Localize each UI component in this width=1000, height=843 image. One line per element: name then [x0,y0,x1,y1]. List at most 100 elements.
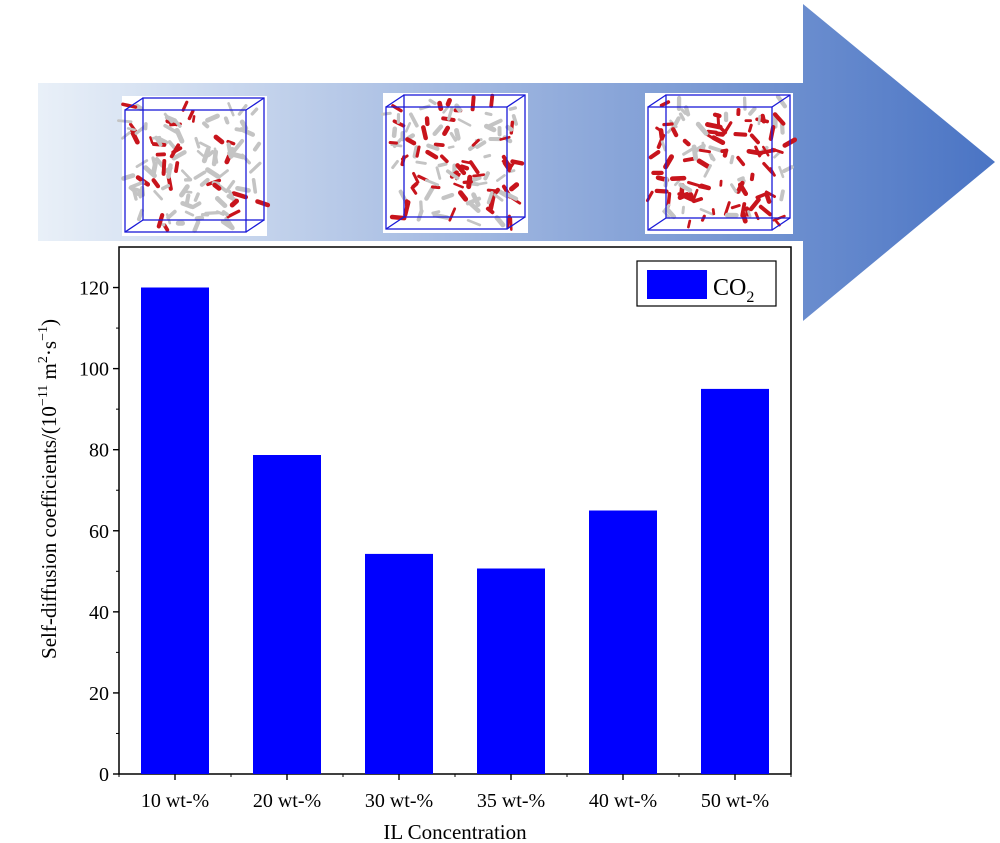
y-tick-label: 120 [79,278,109,300]
solvent-molecule-gray [681,205,685,215]
x-tick-label: 40 wt-% [589,790,657,812]
solvent-molecule-red [489,93,495,108]
solvent-molecule-red [453,182,464,189]
solvent-molecule-gray [496,174,506,182]
solvent-molecule-red [716,113,721,127]
y-tick-label: 0 [99,764,109,786]
y-tick-label: 20 [89,683,109,705]
y-tick-label: 100 [79,359,109,381]
solvent-molecule-red [699,183,711,191]
solvent-molecule-red [213,134,225,145]
solvent-molecule-gray [773,151,781,159]
solvent-molecule-red [747,123,753,133]
box-back-edge [403,94,526,218]
solvent-molecule-red [669,175,687,182]
solvent-molecule-gray [431,210,441,215]
solvent-molecule-red [770,147,784,154]
solvent-molecule-gray [239,127,256,137]
box-depth-edge [506,216,526,230]
solvent-molecule-gray [193,170,207,180]
solvent-molecule-gray [729,154,735,165]
x-tick-label: 10 wt-% [141,790,209,812]
solvent-molecule-red [231,191,249,200]
solvent-molecule-gray [214,196,228,209]
plot-frame [118,246,792,775]
solvent-molecule-red [129,129,140,145]
solvent-molecule-red [720,148,729,154]
solvent-molecule-gray [126,127,136,132]
solvent-molecule-gray [154,157,165,168]
solvent-molecule-gray [206,149,215,158]
solvent-molecule-red [229,198,240,208]
box-depth-edge [385,216,405,230]
solvent-molecule-gray [408,112,419,128]
solvent-molecule-red [412,172,420,184]
solvent-molecule-gray [196,150,205,157]
solvent-molecule-gray [164,115,178,123]
solvent-molecule-gray [699,208,714,216]
solvent-molecule-gray [166,163,173,179]
solvent-molecule-gray [494,215,506,228]
solvent-molecule-gray [404,122,412,133]
solvent-molecule-red [151,178,161,189]
y-axis-title: Self-diffusion coefficients/(10−11 m2·s−… [36,319,61,659]
solvent-molecule-red [488,194,496,211]
solvent-molecule-gray [445,169,460,180]
solvent-molecule-red [415,145,421,158]
box-front-edge [124,109,247,233]
solvent-molecule-red [506,214,511,229]
solvent-molecule-gray [171,150,187,161]
solvent-molecule-red [662,122,674,127]
solvent-molecule-red [772,112,786,126]
solvent-molecule-gray [476,181,488,186]
solvent-molecule-gray [454,128,461,141]
y-tick-label: 40 [89,602,109,624]
solvent-molecule-gray [730,183,738,194]
solvent-molecule-red [711,208,716,216]
solvent-molecule-gray [194,136,201,149]
solvent-molecule-red [762,145,770,157]
solvent-molecule-gray [708,145,724,153]
solvent-molecule-gray [493,193,504,202]
solvent-molecule-red [737,182,749,197]
solvent-molecule-red [748,197,761,212]
solvent-molecule-red [471,138,480,147]
legend: CO2 [636,260,777,307]
bar-3 [365,553,433,774]
solvent-molecule-red [706,129,718,135]
solvent-molecule-gray [503,191,519,201]
bar-2 [253,455,321,774]
x-axis-title: IL Concentration [383,820,527,843]
solvent-molecule-red [764,191,772,204]
simulation-box-icon [645,93,798,234]
solvent-molecule-red [682,138,691,147]
solvent-molecule-gray [483,171,490,181]
solvent-molecule-red [156,213,165,229]
solvent-molecule-gray [441,192,455,201]
solvent-molecule-red [162,223,170,232]
solvent-molecule-gray [511,114,518,126]
x-tick-label: 35 wt-% [477,790,545,812]
solvent-molecule-red [405,137,417,146]
solvent-molecule-red [421,125,428,141]
solvent-molecule-gray [226,194,237,202]
solvent-molecule-gray [391,160,399,170]
solvent-molecule-gray [190,201,202,210]
solvent-molecule-gray [665,207,677,220]
solvent-molecule-gray [447,145,455,149]
solvent-molecule-gray [217,169,229,179]
solvent-molecule-red [492,187,500,196]
solvent-molecule-gray [505,124,514,132]
solvent-molecule-red [754,145,762,158]
box-front-edge [385,106,508,230]
solvent-molecule-gray [157,136,169,145]
solvent-molecule-gray [153,189,164,201]
solvent-molecule-gray [673,179,681,187]
solvent-molecule-red [749,172,755,182]
solvent-molecule-gray [457,118,472,127]
solvent-molecule-gray [252,141,262,152]
solvent-molecule-red [174,161,180,174]
solvent-molecule-gray [180,201,194,209]
box-depth-edge [124,219,144,233]
